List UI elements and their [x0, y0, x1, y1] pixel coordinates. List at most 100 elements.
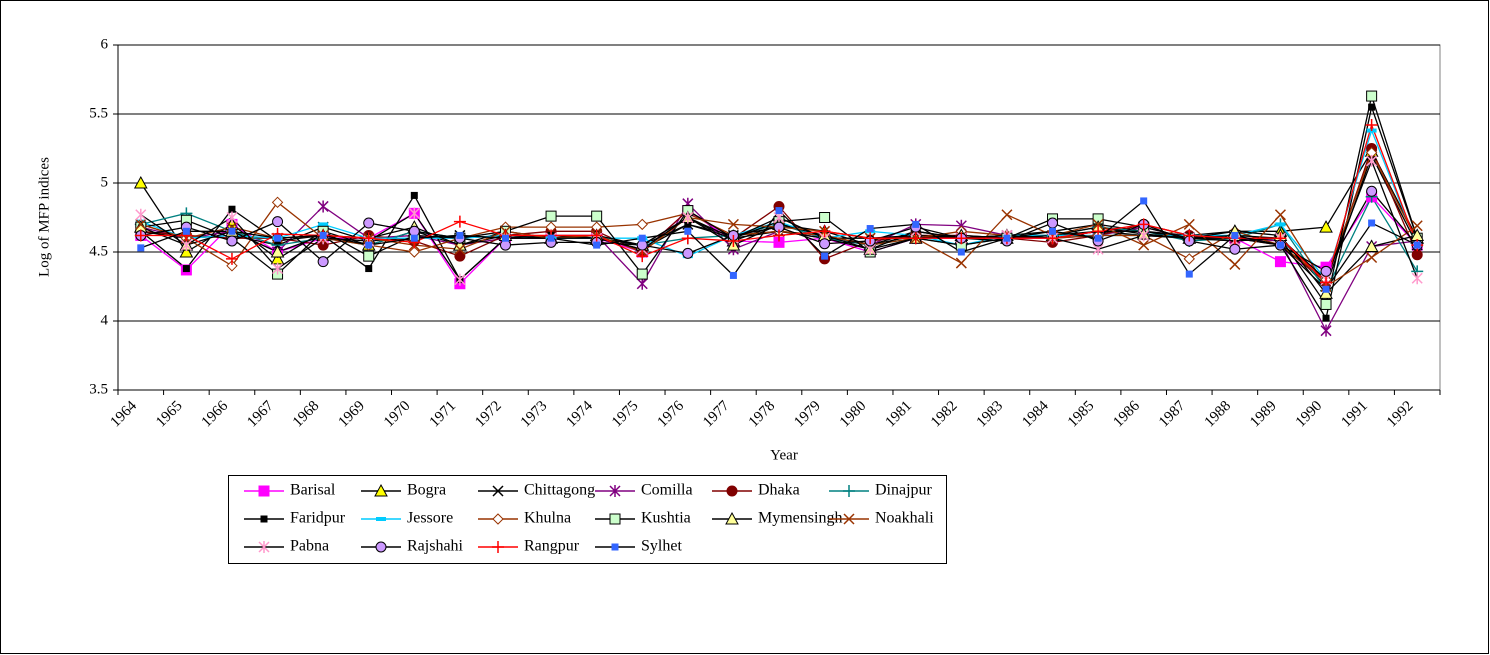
- legend-item: Faridpur: [244, 510, 346, 527]
- legend-item: Bogra: [361, 482, 446, 499]
- legend-item: Sylhet: [595, 538, 682, 555]
- marker: [376, 517, 386, 521]
- marker: [454, 250, 466, 262]
- legend-item: Rajshahi: [361, 538, 464, 555]
- marker: [1319, 220, 1333, 233]
- marker: [593, 241, 601, 249]
- marker: [726, 485, 738, 497]
- marker: [1368, 103, 1376, 111]
- y-tick-label: 6: [101, 36, 109, 52]
- marker: [319, 231, 327, 239]
- y-axis-title: Log of MFP indices: [36, 157, 52, 277]
- marker: [317, 200, 329, 213]
- marker: [1365, 119, 1378, 132]
- marker: [609, 485, 621, 497]
- legend-label: Chittagong: [524, 482, 595, 499]
- legend-label: Dinajpur: [875, 482, 933, 499]
- marker: [1003, 234, 1011, 242]
- marker: [636, 250, 649, 263]
- legend-label: Mymensingh: [758, 510, 842, 527]
- marker: [1366, 251, 1378, 264]
- marker: [1137, 218, 1150, 231]
- marker: [1183, 253, 1195, 265]
- marker: [135, 218, 147, 230]
- marker: [729, 271, 737, 279]
- y-tick-label: 5.5: [89, 105, 108, 121]
- marker: [1229, 243, 1241, 255]
- marker: [454, 243, 466, 255]
- marker: [636, 277, 648, 290]
- legend-item: Pabna: [244, 538, 329, 555]
- legend-item: Rangpur: [478, 538, 580, 555]
- marker: [374, 483, 388, 497]
- marker: [1138, 229, 1150, 242]
- legend-item: Chittagong: [478, 482, 595, 499]
- legend-label: Barisal: [290, 482, 336, 499]
- marker: [1320, 298, 1332, 310]
- legend-item: Comilla: [595, 482, 693, 499]
- legend-label: Noakhali: [875, 510, 934, 527]
- marker: [638, 234, 646, 242]
- legend-item: Dhaka: [712, 482, 800, 499]
- marker: [182, 265, 190, 273]
- marker: [818, 225, 831, 238]
- marker: [410, 234, 418, 242]
- marker: [182, 227, 190, 235]
- marker: [318, 222, 329, 227]
- marker: [1140, 197, 1148, 205]
- legend-label: Faridpur: [290, 510, 346, 527]
- marker: [1094, 234, 1102, 242]
- legend-item: Kushtia: [595, 510, 691, 527]
- marker: [375, 541, 387, 553]
- marker: [1366, 185, 1378, 197]
- marker: [636, 268, 648, 280]
- marker: [1322, 285, 1330, 293]
- marker: [179, 244, 194, 258]
- legend-label: Kushtia: [641, 510, 691, 527]
- legend-item: Jessore: [361, 510, 453, 527]
- marker: [133, 175, 148, 189]
- y-tick-label: 3.5: [89, 381, 108, 397]
- marker: [226, 260, 238, 272]
- y-tick-label: 4: [101, 312, 109, 328]
- marker: [408, 246, 421, 258]
- marker: [545, 210, 557, 222]
- marker: [1366, 90, 1378, 102]
- marker: [1411, 249, 1423, 261]
- marker: [955, 232, 968, 245]
- marker: [454, 273, 466, 286]
- marker: [547, 234, 555, 242]
- legend-label: Rajshahi: [407, 538, 464, 555]
- marker: [453, 215, 466, 228]
- marker: [134, 229, 147, 242]
- legend-label: Jessore: [407, 510, 453, 527]
- marker: [272, 216, 284, 228]
- marker: [258, 541, 270, 553]
- marker: [1413, 241, 1421, 249]
- marker: [727, 234, 740, 247]
- marker: [682, 211, 694, 224]
- marker: [1411, 272, 1423, 285]
- marker: [1364, 239, 1379, 252]
- marker: [317, 256, 329, 268]
- marker: [363, 250, 375, 262]
- marker: [1274, 209, 1286, 221]
- marker: [258, 485, 270, 497]
- marker: [843, 513, 855, 525]
- marker: [1319, 286, 1333, 299]
- marker: [636, 218, 648, 231]
- marker: [492, 541, 504, 553]
- marker: [955, 257, 967, 269]
- legend-item: Dinajpur: [829, 482, 933, 499]
- legend-item: Barisal: [244, 482, 336, 499]
- marker: [909, 232, 922, 245]
- marker: [271, 196, 284, 209]
- marker: [137, 244, 145, 252]
- marker: [228, 205, 236, 213]
- marker: [260, 515, 268, 523]
- y-tick-label: 4.5: [89, 243, 108, 259]
- marker: [1368, 219, 1376, 227]
- marker: [272, 262, 284, 275]
